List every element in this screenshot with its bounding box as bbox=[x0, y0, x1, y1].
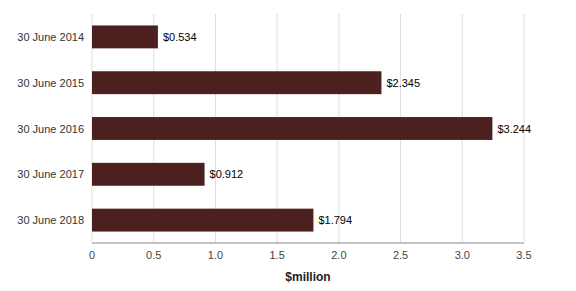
tick-label: 1.5 bbox=[269, 249, 284, 261]
data-label: $0.534 bbox=[163, 31, 197, 43]
tick-label: 3.0 bbox=[455, 249, 470, 261]
tick-label: 2.5 bbox=[393, 249, 408, 261]
tick-label: 0.5 bbox=[146, 249, 161, 261]
chart-container: 00.51.01.52.02.53.03.530 June 201430 Jun… bbox=[0, 0, 576, 291]
data-label: $3.244 bbox=[497, 123, 531, 135]
grid bbox=[92, 14, 524, 243]
data-label: $1.794 bbox=[318, 214, 352, 226]
tick-label: 3.5 bbox=[516, 249, 531, 261]
bar bbox=[92, 25, 158, 48]
tick-label: 1.0 bbox=[208, 249, 223, 261]
tick-label: 0 bbox=[89, 249, 95, 261]
bars bbox=[92, 25, 492, 231]
bar bbox=[92, 209, 313, 232]
category-label: 30 June 2014 bbox=[17, 31, 84, 43]
bar bbox=[92, 117, 492, 140]
bar bbox=[92, 71, 381, 94]
category-label: 30 June 2018 bbox=[17, 214, 84, 226]
category-label: 30 June 2016 bbox=[17, 123, 84, 135]
y-ticks: 30 June 2014 30 June 2015 30 June 2016 30 J… bbox=[17, 31, 84, 226]
category-label: 30 June 2017 bbox=[17, 168, 84, 180]
x-ticks: 0 0.5 1.0 1.5 2.0 2.5 3.0 3.5 bbox=[89, 249, 532, 261]
x-axis-line bbox=[92, 243, 524, 244]
category-label: 30 June 2015 bbox=[17, 77, 84, 89]
chart-svg: 00.51.01.52.02.53.03.530 June 201430 Jun… bbox=[0, 0, 576, 291]
data-label: $2.345 bbox=[386, 77, 420, 89]
data-label: $0.912 bbox=[210, 168, 244, 180]
data-labels: $0.534 $2.345 $3.244 $0.912 $1.794 bbox=[163, 31, 531, 226]
tick-label: 2.0 bbox=[331, 249, 346, 261]
bar bbox=[92, 163, 205, 186]
x-axis-label: $million bbox=[285, 270, 330, 284]
